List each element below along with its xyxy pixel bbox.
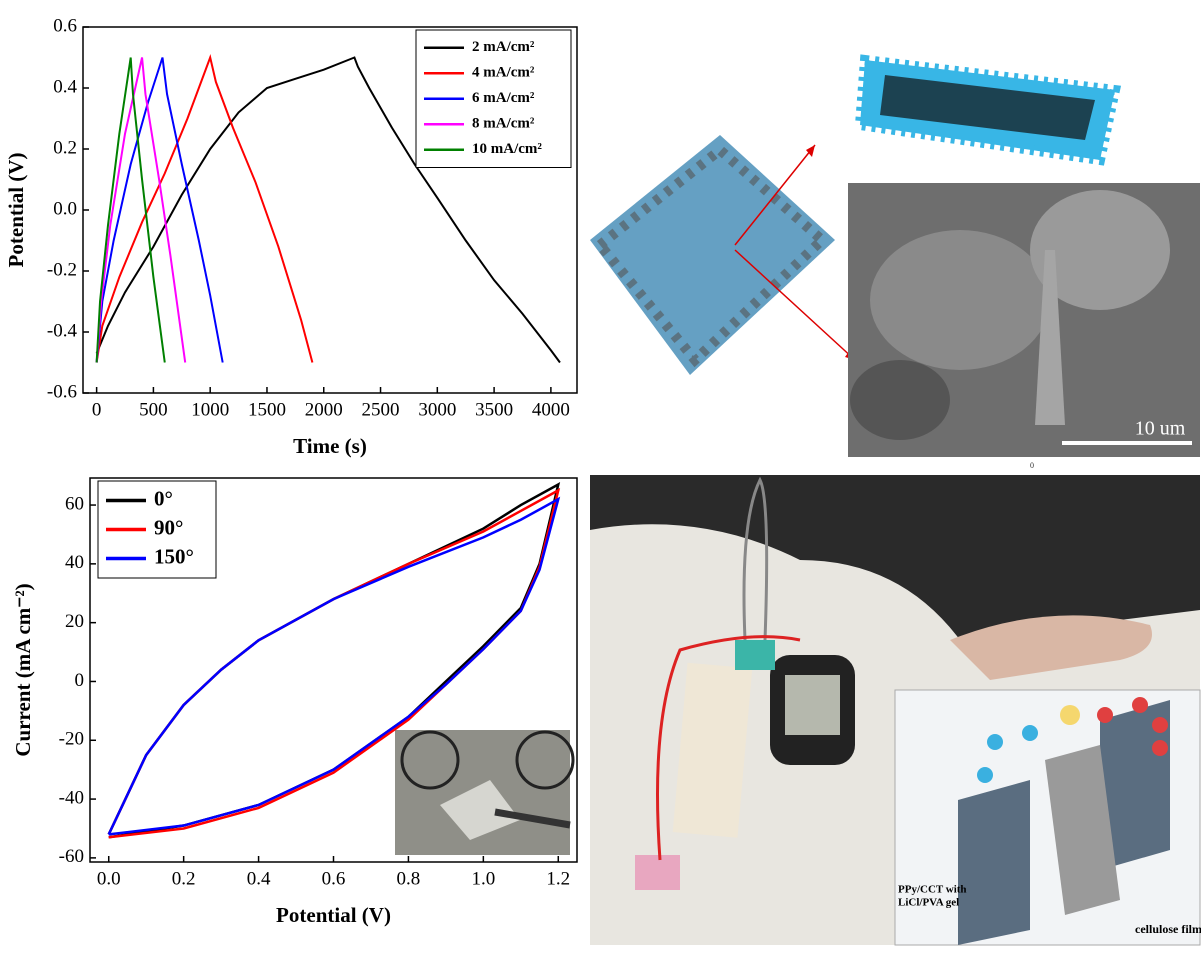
x-tick-label: 2000 [305,399,343,420]
cv-inset-photo [395,730,575,855]
scale-bar-label: 10 um [1135,418,1186,440]
y-tick-label: -0.2 [47,259,77,280]
y-tick-label: -40 [59,787,84,808]
y-tick-label: -0.6 [47,381,77,402]
legend-label: 6 mA/cm² [472,90,535,106]
legend-label: 2 mA/cm² [472,39,535,55]
series-line [95,57,224,363]
legend-label: 10 mA/cm² [472,141,542,157]
x-axis-label: Potential (V) [276,903,391,927]
y-tick-label: 0.2 [53,137,77,158]
x-tick-label: 3000 [418,399,456,420]
x-tick-label: 1000 [191,399,229,420]
electrode-label: PPy/CCT with [898,884,967,896]
x-tick-label: 500 [139,399,168,420]
x-tick-label: 0.8 [397,868,421,889]
y-axis-label: Current (mA cm⁻²) [11,583,35,756]
y-tick-label: -60 [59,846,84,867]
legend-label: 0° [154,486,173,510]
y-tick-label: 0.4 [53,76,77,97]
y-tick-label: -0.4 [47,320,78,341]
device-inset: PPy/CCT with LiCl/PVA gel cellulose film [894,689,1201,946]
y-tick-label: 0.0 [53,198,77,219]
x-tick-label: 1500 [248,399,286,420]
separator-label: cellulose film [1135,922,1201,936]
legend-label: 150° [154,544,194,568]
series-line [95,56,561,364]
x-tick-label: 0.0 [97,868,121,889]
legend-label: 8 mA/cm² [472,116,535,132]
x-tick-label: 3500 [475,399,513,420]
x-tick-label: 1.2 [546,868,570,889]
y-tick-label: 60 [65,493,84,514]
legend-label: 90° [154,515,183,539]
x-tick-label: 0.6 [322,868,346,889]
series-line [107,496,561,836]
x-axis-label: Time (s) [293,434,367,458]
series-line [95,57,187,363]
x-tick-label: 2500 [362,399,400,420]
x-tick-label: 0 [92,399,102,420]
series-line [95,57,166,363]
x-tick-label: 1.0 [471,868,495,889]
electrode-label: LiCl/PVA gel [898,897,959,909]
mark: 0 [1030,461,1034,470]
y-tick-label: -20 [59,729,84,750]
x-tick-label: 4000 [532,399,570,420]
y-tick-label: 0 [75,670,85,691]
y-axis-label: Potential (V) [4,153,28,268]
legend-label: 4 mA/cm² [472,65,535,81]
y-tick-label: 40 [65,552,84,573]
sem-image: 10 um [848,183,1200,457]
schematic [590,54,1122,375]
series-line [95,54,314,363]
x-tick-label: 0.4 [247,868,271,889]
y-tick-label: 0.6 [53,15,77,36]
y-tick-label: 20 [65,611,84,632]
x-tick-label: 0.2 [172,868,196,889]
